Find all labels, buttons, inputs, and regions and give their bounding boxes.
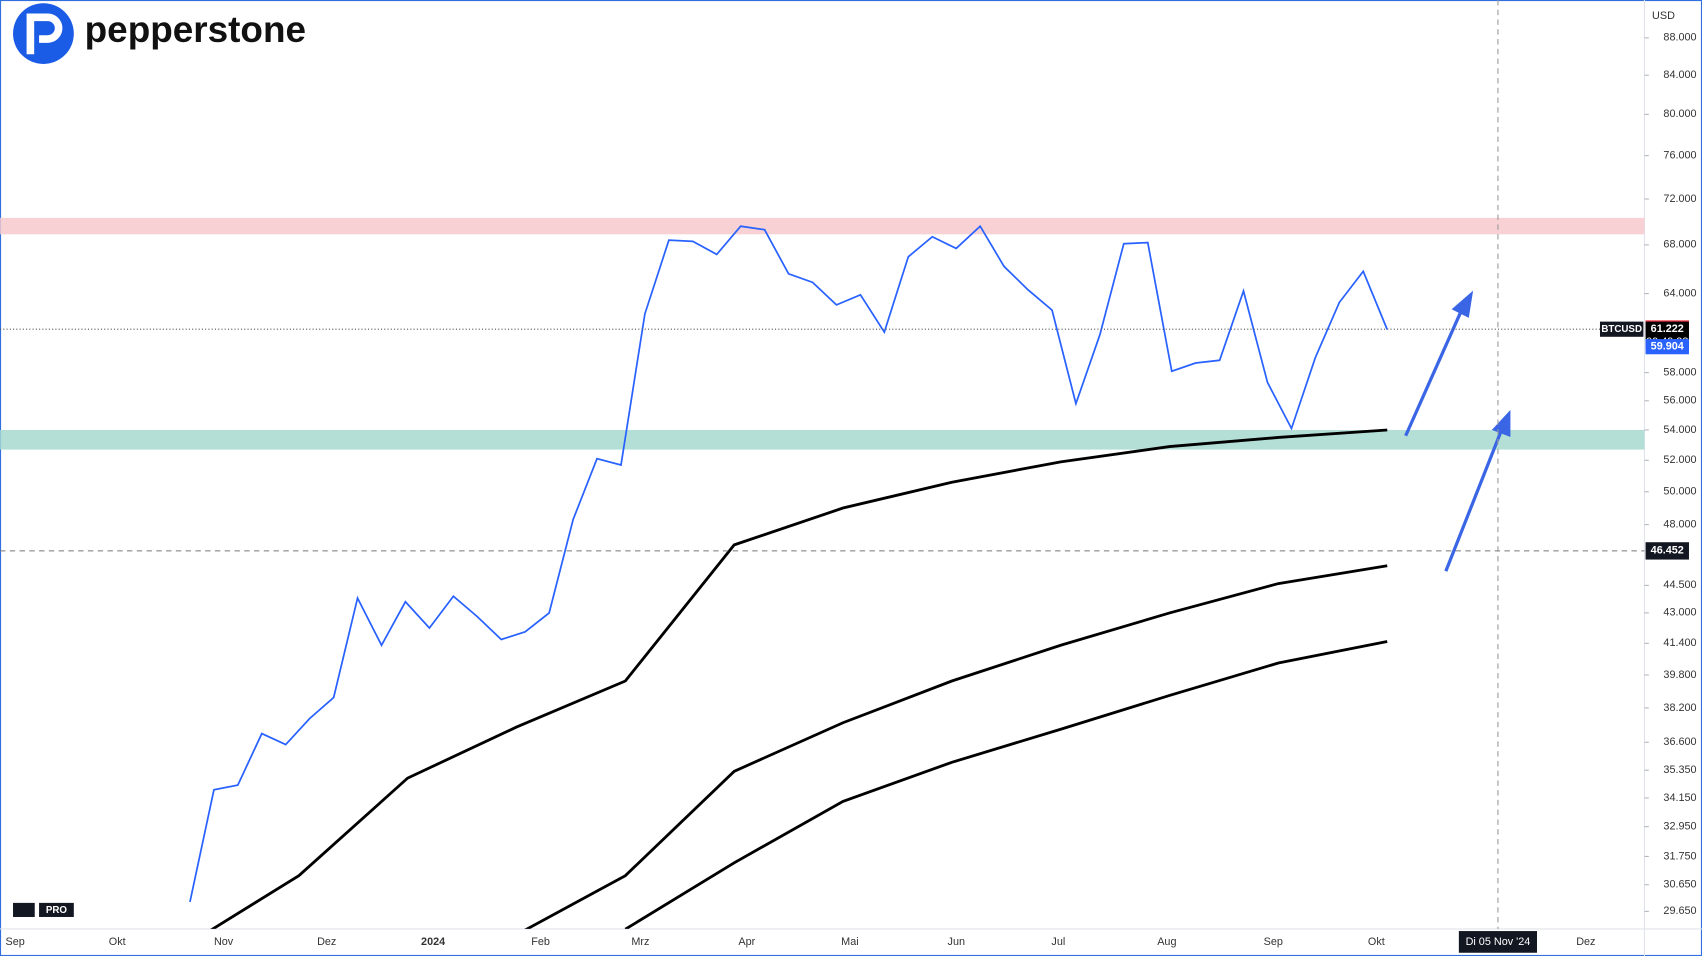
y-tick-label: 58.000	[1663, 366, 1696, 378]
y-tick-label: 30.650	[1663, 879, 1696, 891]
x-tick-label: 2024	[421, 936, 445, 948]
price-line	[189, 224, 1389, 903]
y-tick-label: 44.500	[1663, 579, 1696, 591]
x-tick-label: Dez	[317, 936, 336, 948]
y-tick-label: 29.650	[1663, 905, 1696, 917]
symbol: BTCUSD	[1601, 324, 1642, 335]
currency: USD	[1652, 10, 1675, 22]
y-tick-label: 80.000	[1663, 108, 1696, 120]
x-tick-label: Dez	[1576, 936, 1595, 948]
x-tick-label: Jul	[1051, 936, 1065, 948]
x-tick-label: Nov	[214, 936, 234, 948]
x-tick-label: Sep	[1264, 936, 1283, 948]
y-tick-label: 72.000	[1663, 193, 1696, 205]
x-tick-label: Mai	[841, 936, 858, 948]
y-tick-label: 32.950	[1663, 821, 1696, 833]
x-tick-label: Apr	[738, 936, 755, 948]
y-tick-label: 36.600	[1663, 736, 1696, 748]
symbol-box	[1599, 321, 1644, 337]
y-tick-label: 64.000	[1663, 287, 1696, 299]
brand: pepperstone	[85, 9, 306, 50]
price-label: 59.904	[1651, 341, 1684, 353]
price-label-box	[1645, 339, 1689, 355]
logo: pepperstone	[13, 3, 306, 64]
moving-average	[524, 564, 1388, 929]
tv-badge: PRO	[46, 905, 68, 916]
y-tick-label: 88.000	[1663, 32, 1696, 44]
x-tick-label: Okt	[1368, 936, 1385, 948]
zone	[0, 429, 1645, 450]
zone	[0, 217, 1645, 235]
price-label: 61.222	[1651, 323, 1684, 335]
y-tick-label: 43.000	[1663, 607, 1696, 619]
y-tick-label: 68.000	[1663, 239, 1696, 251]
x-tick-label: Jun	[948, 936, 965, 948]
crosshair-price: 46.452	[1651, 545, 1684, 557]
y-tick-label: 38.200	[1663, 702, 1696, 714]
y-tick-label: 39.800	[1663, 669, 1696, 681]
crosshair-date: Di 05 Nov '24	[1466, 936, 1531, 948]
x-tick-label: Okt	[109, 936, 126, 948]
y-tick-label: 48.000	[1663, 518, 1696, 530]
y-tick-label: 35.350	[1663, 764, 1696, 776]
x-tick-label: Mrz	[631, 936, 649, 948]
moving-average	[624, 640, 1388, 929]
tv-logo: PRO	[13, 902, 74, 917]
y-tick-label: 31.750	[1663, 850, 1696, 862]
crosshair-date-box	[1458, 931, 1538, 953]
y-tick-label: 76.000	[1663, 149, 1696, 161]
y-tick-label: 41.400	[1663, 637, 1696, 649]
y-tick-label: 50.000	[1663, 486, 1696, 498]
y-tick-label: 84.000	[1663, 69, 1696, 81]
y-tick-label: 52.000	[1663, 454, 1696, 466]
x-tick-label: Aug	[1157, 936, 1176, 948]
x-tick-label: Sep	[6, 936, 25, 948]
crosshair-price-box	[1645, 542, 1689, 560]
y-tick-label: 54.000	[1663, 424, 1696, 436]
moving-average	[210, 428, 1388, 929]
y-tick-label: 56.000	[1663, 395, 1696, 407]
y-tick-label: 34.150	[1663, 792, 1696, 804]
x-tick-label: Feb	[531, 936, 550, 948]
